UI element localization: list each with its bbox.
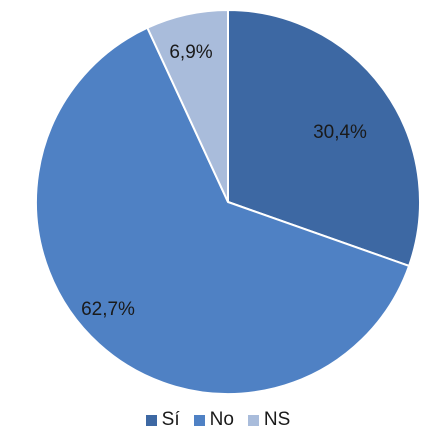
pie-slice-no <box>35 26 411 395</box>
pie-plot-area: 30,4% 62,7% 6,9% <box>35 8 421 395</box>
pie-slice-ns <box>146 8 229 203</box>
legend-label: NS <box>263 409 291 430</box>
data-label-s-: 30,4% <box>313 122 367 143</box>
data-label-ns: 6,9% <box>169 42 212 63</box>
legend-label: No <box>209 409 234 430</box>
legend-item-no: No <box>193 409 234 431</box>
legend-swatch <box>247 414 259 426</box>
legend-label: Sí <box>161 409 180 430</box>
pie-slice-s- <box>227 8 421 268</box>
data-label-no: 62,7% <box>81 299 135 320</box>
legend-item-s-: Sí <box>145 409 180 431</box>
chart-legend: Sí No NS <box>0 409 436 431</box>
legend-swatch <box>145 414 157 426</box>
legend-item-ns: NS <box>247 409 291 431</box>
legend-swatch <box>193 414 205 426</box>
